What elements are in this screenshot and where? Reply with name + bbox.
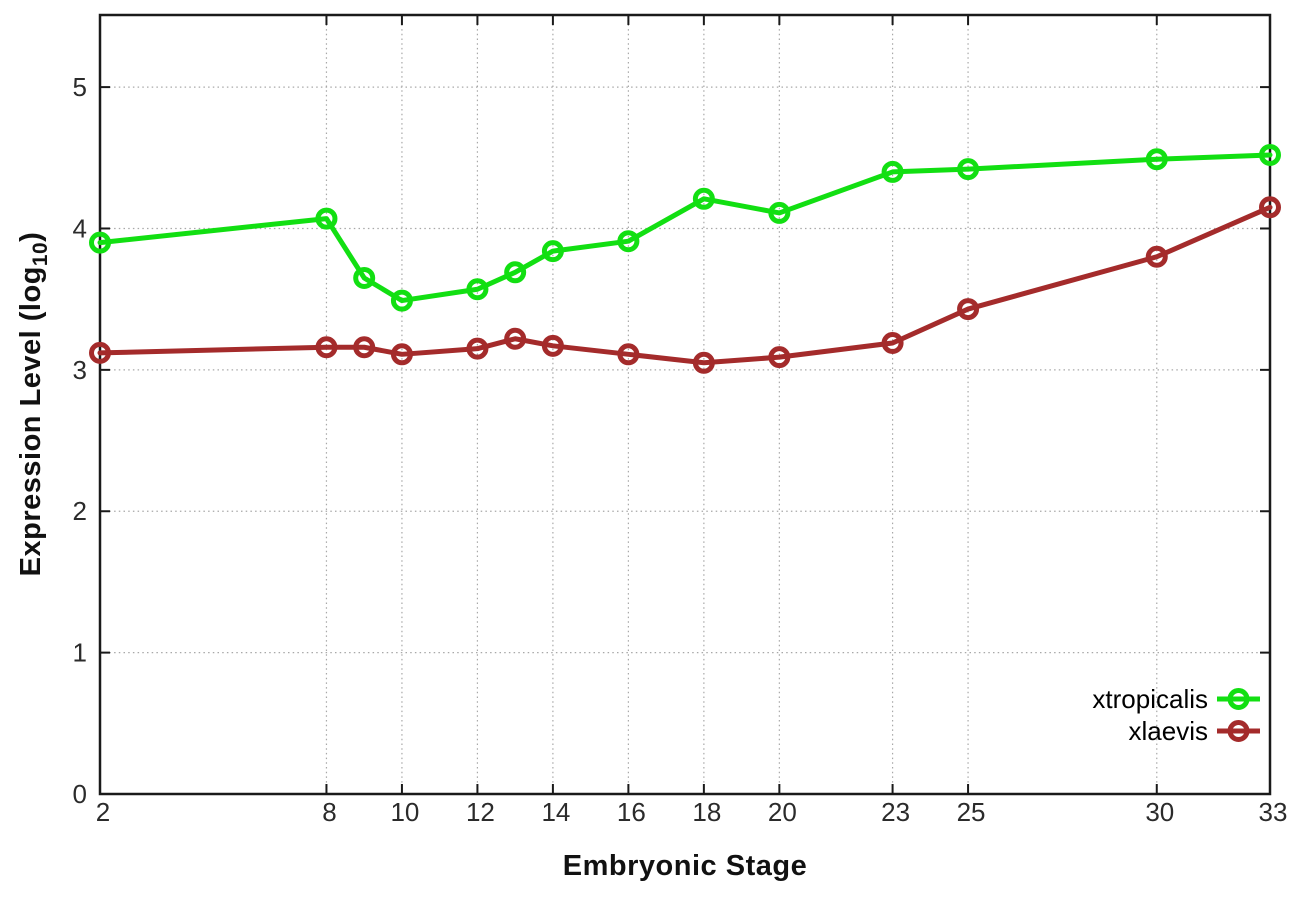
data-point-xtropicalis (315, 207, 338, 230)
data-point-xtropicalis (692, 187, 715, 210)
data-point-xtropicalis (390, 289, 413, 312)
data-point-xtropicalis (617, 230, 640, 253)
data-point-xlaevis (768, 346, 791, 369)
x-tick-label: 25 (957, 797, 986, 827)
x-tick-label: 14 (541, 797, 570, 827)
y-axis-title: Expression Level (log10) (15, 232, 53, 577)
y-axis-title-close: ) (15, 231, 48, 242)
y-tick-label: 2 (73, 496, 87, 526)
data-point-xlaevis (692, 351, 715, 374)
data-point-xlaevis (353, 336, 376, 359)
data-point-xtropicalis (881, 160, 904, 183)
plot-border (98, 13, 1272, 796)
legend-label-xlaevis: xlaevis (1129, 716, 1208, 746)
data-point-xtropicalis (768, 201, 791, 224)
x-tick-label: 18 (692, 797, 721, 827)
data-point-xlaevis (1259, 196, 1281, 219)
y-axis-title-text: Expression Level (log (15, 266, 48, 577)
x-tick-label: 23 (881, 797, 910, 827)
data-point-xtropicalis (504, 261, 527, 284)
legend-marker-xtropicalis (1227, 688, 1250, 710)
x-tick-label: 10 (390, 797, 419, 827)
data-point-xlaevis (466, 337, 489, 360)
y-axis-title-subscript: 10 (28, 241, 52, 267)
data-point-xlaevis (541, 334, 564, 357)
y-tick-label: 1 (73, 638, 87, 668)
x-tick-label: 20 (768, 797, 797, 827)
data-point-xlaevis (617, 343, 640, 366)
x-axis-title: Embryonic Stage (562, 850, 808, 882)
data-point-xtropicalis (1145, 148, 1168, 171)
legend-label-xtropicalis: xtropicalis (1092, 684, 1208, 714)
y-tick-label: 4 (73, 213, 87, 243)
data-point-xlaevis (957, 298, 980, 321)
y-tick-label: 0 (73, 779, 87, 809)
data-point-xlaevis (1145, 245, 1168, 268)
data-point-xlaevis (390, 343, 413, 366)
data-point-xtropicalis (89, 231, 111, 254)
data-point-xtropicalis (541, 240, 564, 263)
data-point-xtropicalis (353, 266, 376, 289)
data-point-xtropicalis (1259, 143, 1281, 166)
data-point-xlaevis (89, 341, 111, 364)
data-point-xlaevis (315, 336, 338, 359)
series-line-xtropicalis (97, 152, 1273, 304)
x-tick-label: 33 (1259, 797, 1288, 827)
series-line-xlaevis (97, 204, 1273, 366)
x-tick-label: 16 (617, 797, 646, 827)
y-tick-label: 5 (73, 72, 87, 102)
data-point-xlaevis (881, 332, 904, 354)
legend-marker-xlaevis (1227, 720, 1250, 742)
data-point-xtropicalis (957, 158, 980, 181)
y-tick-label: 3 (73, 355, 87, 385)
data-point-xtropicalis (466, 278, 489, 301)
x-tick-label: 8 (322, 797, 336, 827)
data-point-xlaevis (504, 327, 527, 350)
x-tick-label: 2 (96, 797, 110, 827)
x-tick-label: 30 (1145, 797, 1174, 827)
x-tick-label: 12 (466, 797, 495, 827)
